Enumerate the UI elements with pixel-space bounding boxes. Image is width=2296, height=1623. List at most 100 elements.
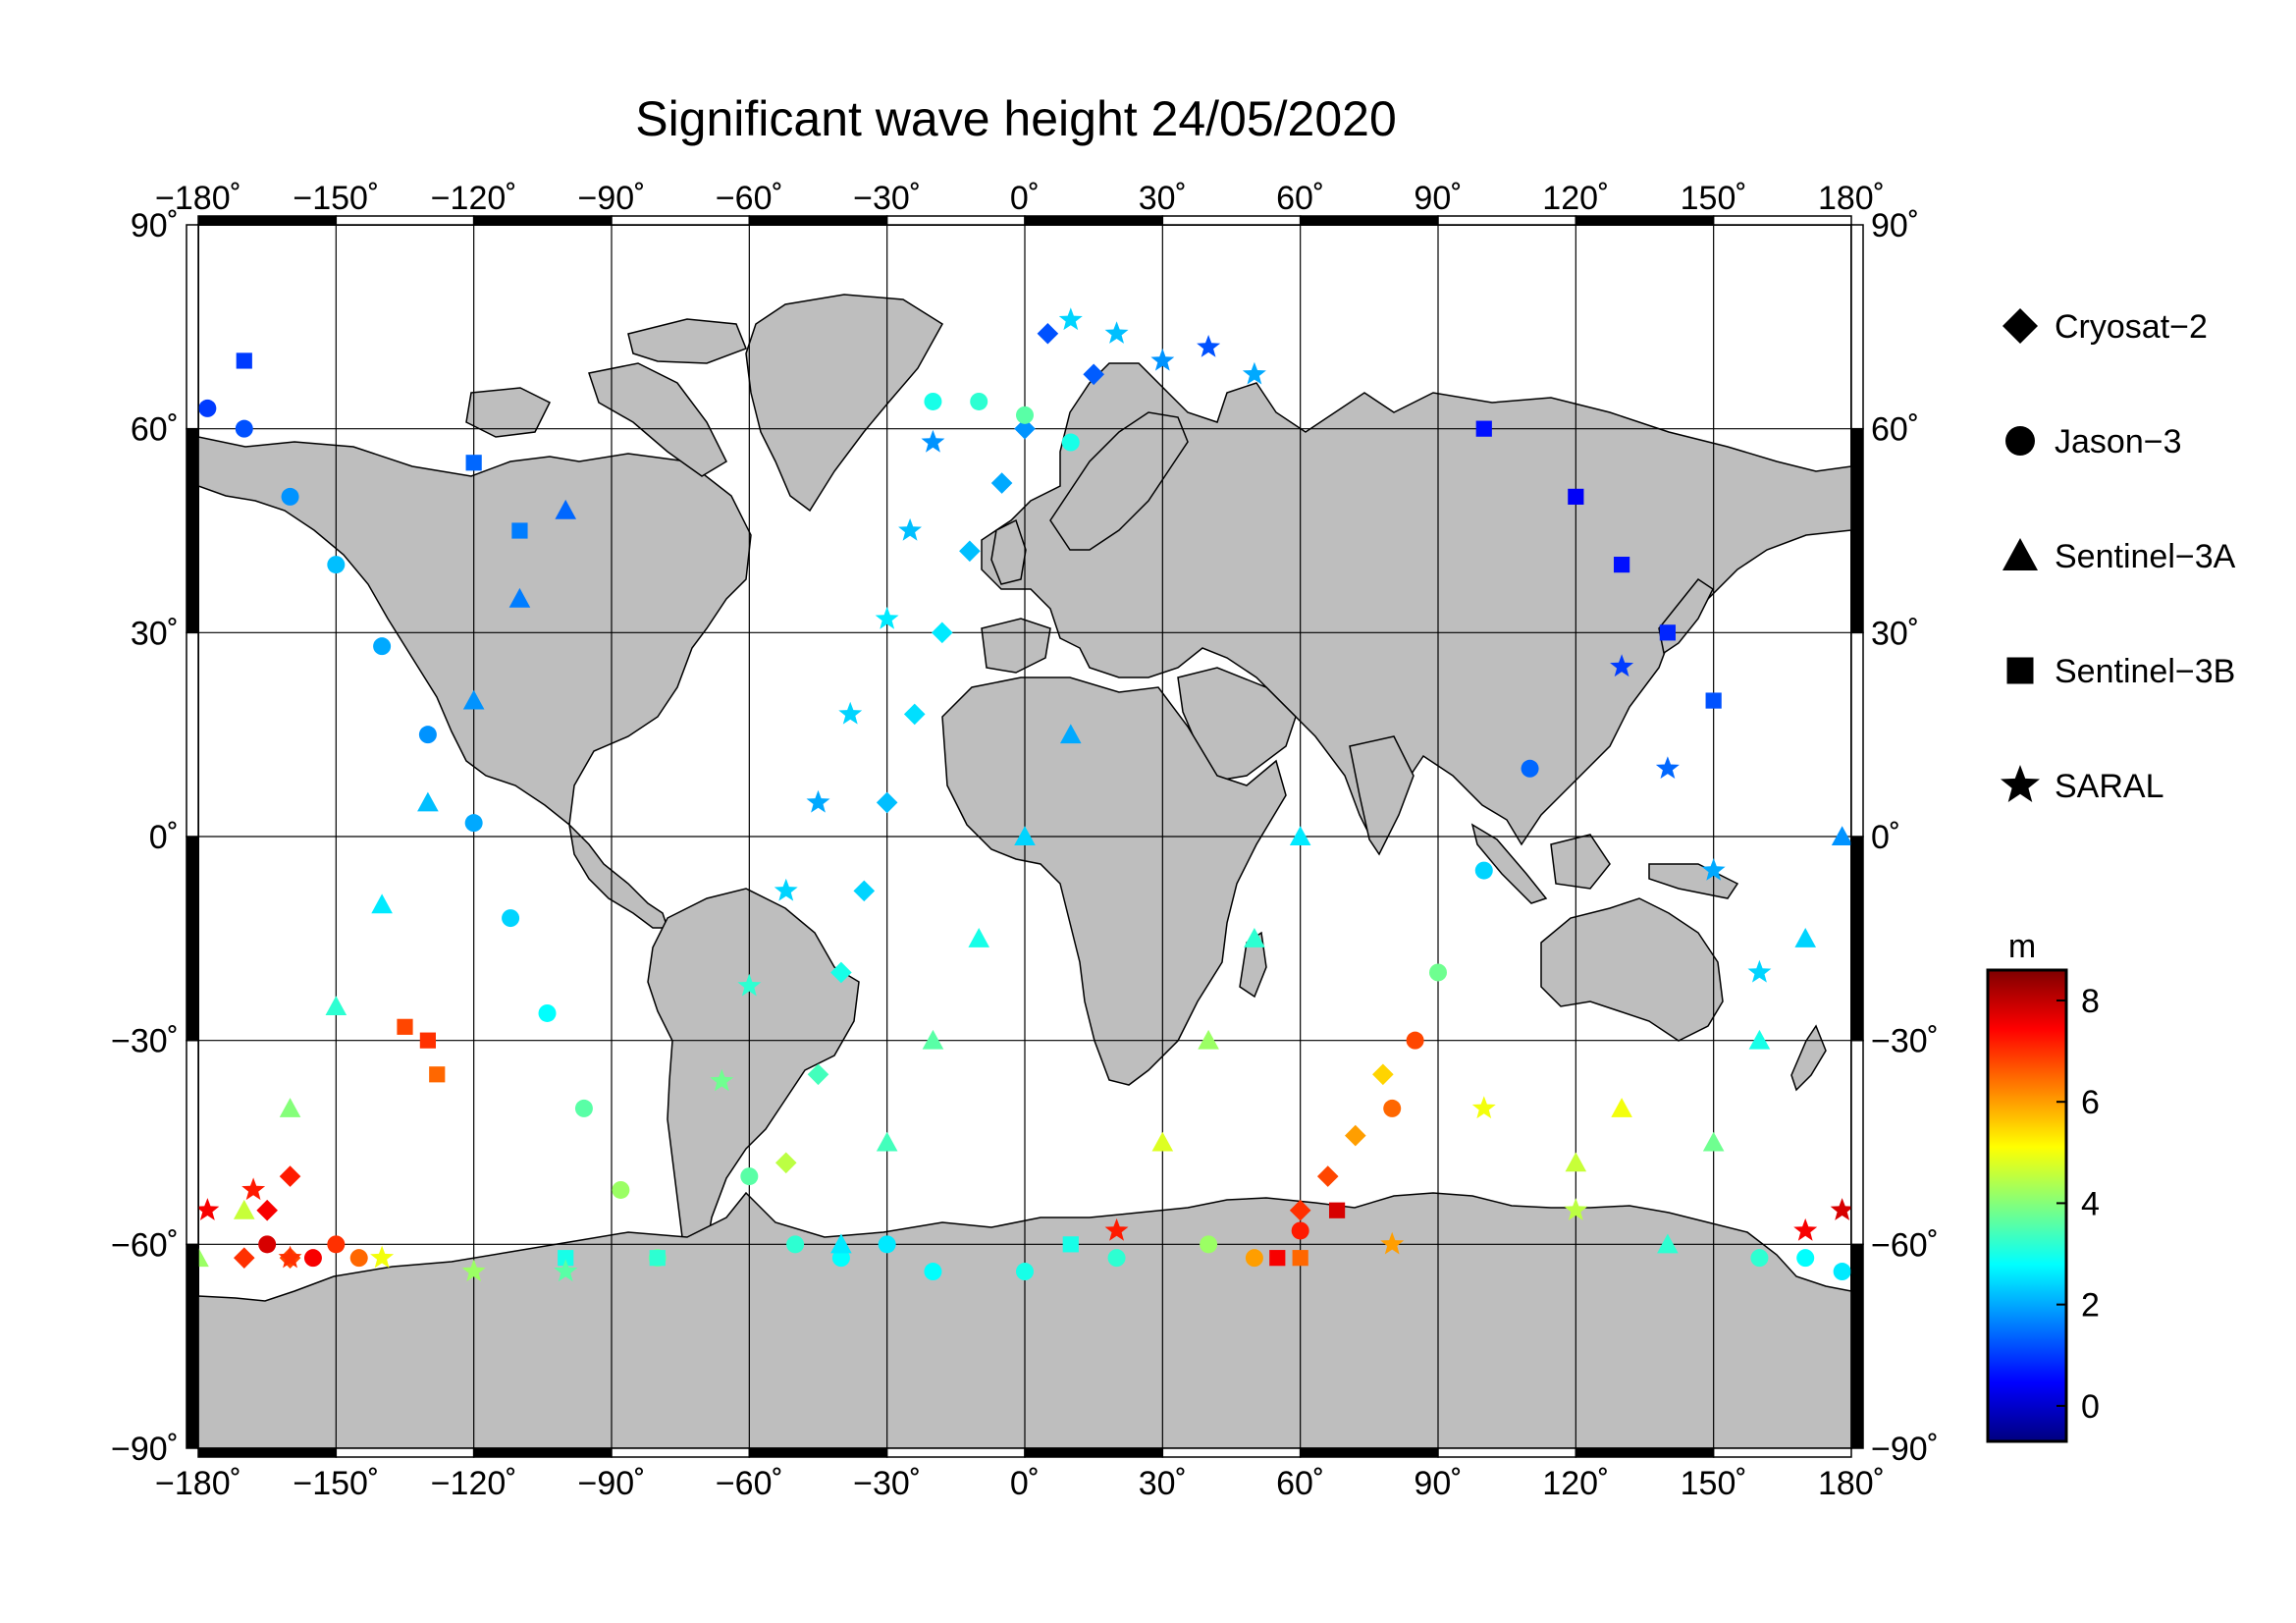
data-point xyxy=(1610,654,1634,677)
lat-label-left: 60˚ xyxy=(131,411,179,449)
data-point xyxy=(464,814,483,833)
lon-label-top: 90˚ xyxy=(1414,180,1462,217)
data-point xyxy=(786,1235,805,1254)
frame-bar-top xyxy=(1575,215,1715,226)
lat-label-right: 0˚ xyxy=(1871,819,1900,856)
data-point xyxy=(932,622,953,644)
satellite-legend: Cryosat−2 Jason−3 Sentinel−3A Sentinel−3B SA… xyxy=(2001,308,2236,805)
lon-label-top: −180˚ xyxy=(155,180,241,217)
frame-bar-top xyxy=(1024,215,1164,226)
data-point xyxy=(1016,1263,1034,1281)
lon-label-bottom: −120˚ xyxy=(431,1465,517,1502)
data-point xyxy=(853,880,876,902)
data-point xyxy=(774,1152,797,1174)
lat-label-right: −60˚ xyxy=(1871,1226,1939,1264)
colorbar-unit: m xyxy=(2008,928,2036,965)
data-point xyxy=(1316,1165,1339,1187)
data-point xyxy=(1657,1233,1679,1254)
lon-label-bottom: 120˚ xyxy=(1542,1465,1609,1502)
land-british-isles xyxy=(990,518,1027,585)
frame-bar-top xyxy=(611,215,751,226)
lat-label-right: 90˚ xyxy=(1871,207,1919,244)
data-point xyxy=(419,1032,436,1049)
data-point xyxy=(241,1177,266,1201)
frame-tick-bars xyxy=(186,215,1864,1458)
data-point xyxy=(1245,1249,1263,1268)
land-india xyxy=(1349,735,1415,856)
land-scandinavia xyxy=(1049,411,1189,551)
lon-label-bottom: −30˚ xyxy=(853,1465,921,1502)
frame-bar-top xyxy=(1437,215,1577,226)
data-point xyxy=(830,961,852,984)
colorbar-tick-label: 6 xyxy=(2081,1084,2100,1121)
data-point xyxy=(1062,1236,1079,1253)
data-point xyxy=(1058,307,1083,331)
frame-bar-left xyxy=(186,427,199,634)
legend-label: Cryosat−2 xyxy=(2055,308,2208,346)
lat-label-left: 90˚ xyxy=(131,207,179,244)
data-point xyxy=(1793,1217,1818,1241)
legend-label: SARAL xyxy=(2055,768,2164,805)
frame-bar-top xyxy=(197,215,338,226)
satellite-tracks xyxy=(198,307,1851,1282)
data-point xyxy=(508,587,531,608)
lat-label-left: 30˚ xyxy=(131,615,179,652)
data-point xyxy=(1016,406,1034,424)
data-point xyxy=(429,1066,446,1083)
land-sumatra xyxy=(1470,823,1548,904)
data-point xyxy=(649,1250,666,1267)
data-point xyxy=(740,1167,759,1186)
land-new-zealand xyxy=(1790,1024,1827,1092)
data-point xyxy=(1429,963,1447,982)
lon-label-bottom: 30˚ xyxy=(1139,1465,1187,1502)
lat-label-left: −30˚ xyxy=(111,1023,179,1060)
data-point xyxy=(1014,826,1036,845)
series-track xyxy=(198,307,1851,1282)
data-point xyxy=(1197,335,1221,357)
frame-bar-bottom xyxy=(1437,1447,1577,1458)
lat-label-left: −60˚ xyxy=(111,1226,179,1264)
frame-bar-right xyxy=(1850,836,1864,1042)
data-point xyxy=(502,909,520,928)
data-point xyxy=(1242,361,1266,385)
series-track xyxy=(236,352,1722,1267)
colorbar-ticks: 8 6 4 2 0 xyxy=(2056,983,2100,1426)
lon-label-bottom: −150˚ xyxy=(293,1465,379,1502)
lat-label-left: 0˚ xyxy=(149,819,179,856)
data-point xyxy=(279,1098,301,1117)
frame-bar-bottom xyxy=(1161,1447,1302,1458)
data-point xyxy=(1104,1217,1129,1241)
frame-bar-right xyxy=(1850,427,1864,634)
lon-label-top: −120˚ xyxy=(431,180,517,217)
data-point xyxy=(1471,1096,1496,1119)
data-point xyxy=(1383,1099,1402,1117)
data-point xyxy=(278,1245,302,1269)
lon-label-top: 150˚ xyxy=(1681,180,1747,217)
data-point xyxy=(831,1249,850,1268)
data-point xyxy=(612,1180,630,1199)
longitude-labels-top: −180˚ −150˚ −120˚ −90˚ −60˚ −30˚ 0˚ 30˚ 60˚ 90˚ 12… xyxy=(155,180,1885,217)
data-point xyxy=(1748,1029,1771,1050)
data-point xyxy=(233,1199,255,1219)
data-point xyxy=(303,1249,322,1268)
data-point xyxy=(959,540,981,563)
data-point xyxy=(876,1131,898,1152)
data-point xyxy=(538,1003,557,1022)
data-point xyxy=(418,726,437,744)
data-point xyxy=(875,606,899,629)
data-point xyxy=(970,392,988,410)
data-point xyxy=(1702,1131,1725,1152)
data-point xyxy=(1150,348,1175,371)
lon-label-top: 0˚ xyxy=(1010,180,1040,217)
frame-bar-top xyxy=(472,215,613,226)
frame-bar-bottom xyxy=(1575,1447,1715,1458)
lon-label-bottom: 90˚ xyxy=(1414,1465,1462,1502)
data-point xyxy=(236,352,252,369)
data-point xyxy=(1328,1202,1346,1218)
lon-label-bottom: 150˚ xyxy=(1681,1465,1747,1502)
graticule xyxy=(198,225,1851,1448)
lon-label-bottom: −180˚ xyxy=(155,1465,241,1502)
land-arabia xyxy=(1177,667,1297,782)
data-point xyxy=(1750,1249,1769,1268)
data-point xyxy=(924,1263,942,1281)
